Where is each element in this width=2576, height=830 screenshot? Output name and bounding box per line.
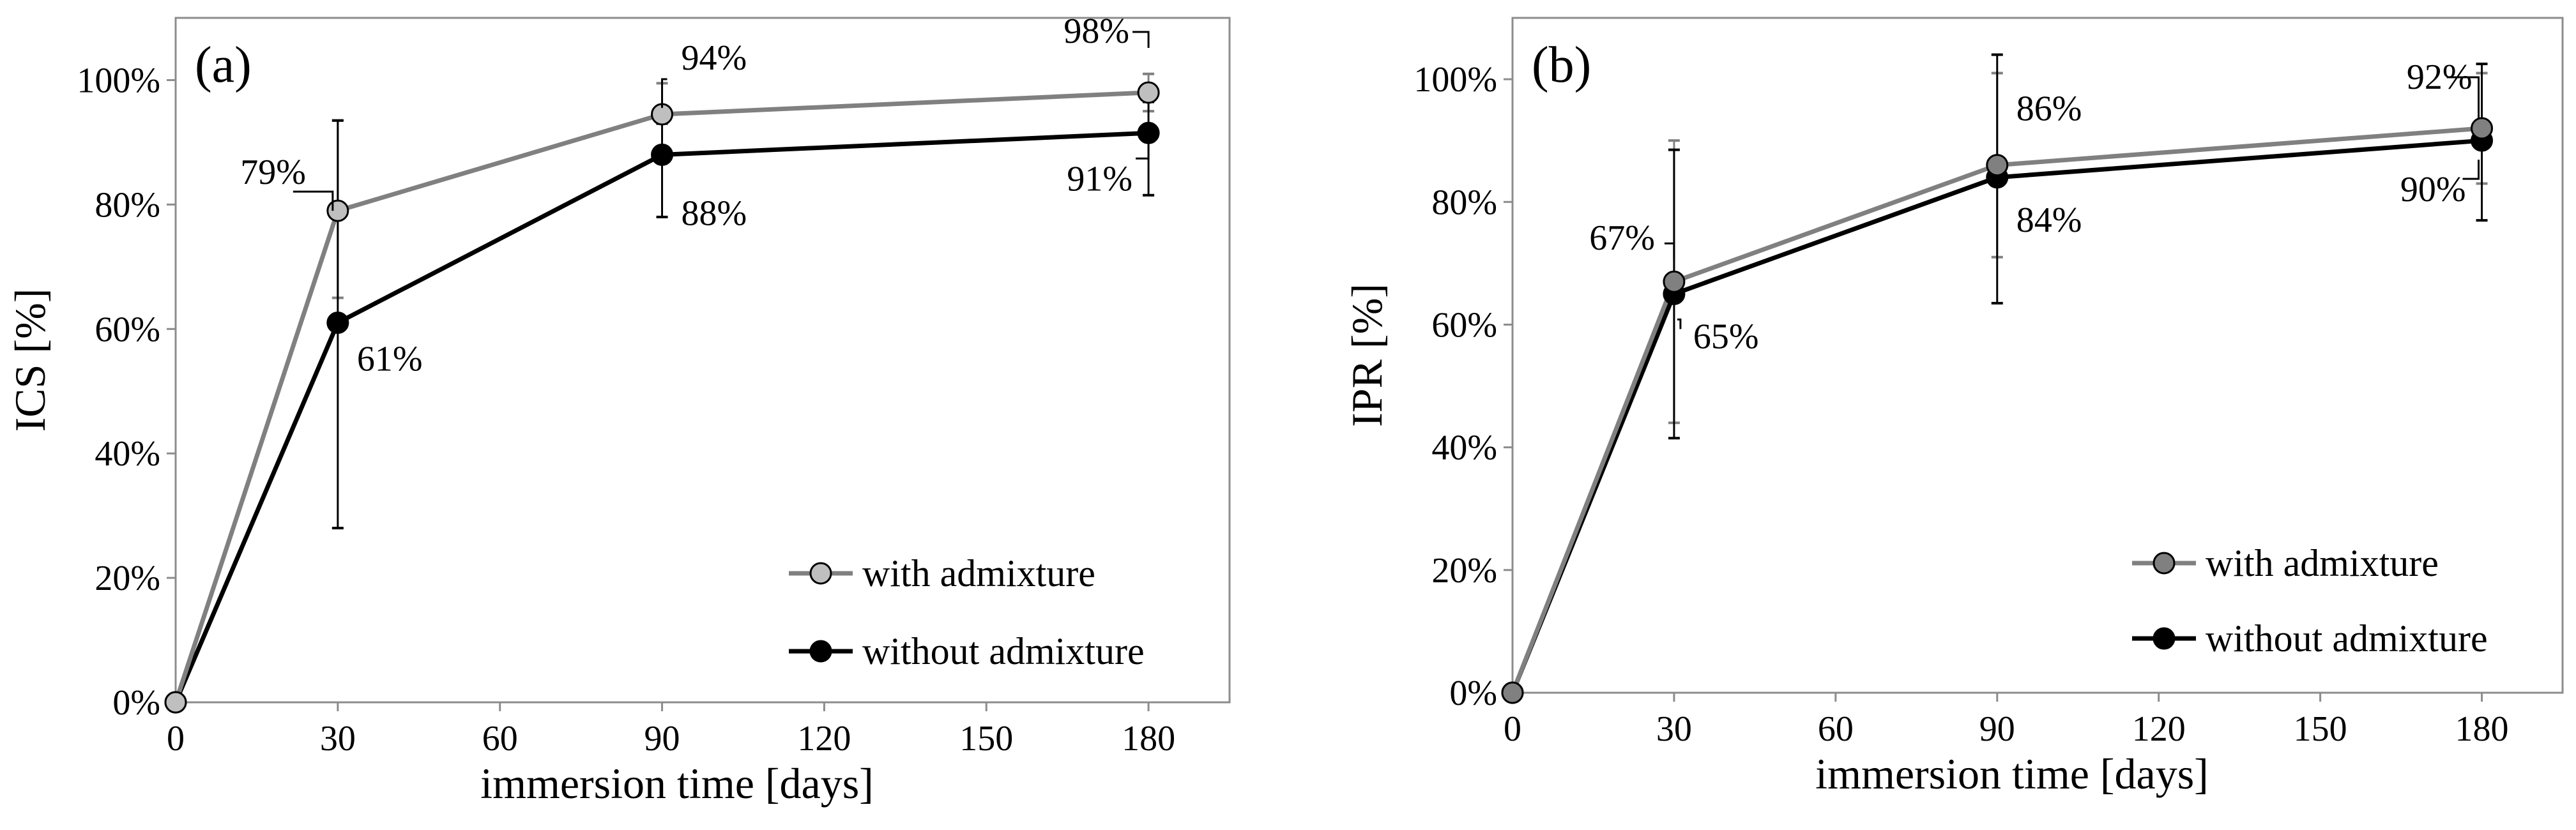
series-line	[1510, 126, 2482, 694]
legend-entry: with admixture	[862, 552, 1095, 594]
y-tick-label: 80%	[95, 185, 160, 225]
data-label-leader	[2446, 76, 2480, 119]
y-tick-label: 80%	[1431, 183, 1497, 222]
x-tick-label: 90	[644, 719, 680, 758]
data-label: 94%	[682, 38, 747, 78]
data-point	[651, 143, 674, 166]
data-label: 61%	[357, 340, 423, 379]
x-axis-title: immersion time [days]	[480, 759, 874, 808]
data-point	[164, 691, 187, 714]
x-tick-label: 180	[1122, 719, 1175, 758]
x-tick-label: 30	[1656, 709, 1692, 749]
x-tick-label: 150	[959, 719, 1013, 758]
series-line	[173, 90, 1149, 704]
series-line	[1510, 138, 2482, 694]
x-tick-label: 150	[2294, 709, 2347, 749]
data-label: 84%	[2016, 200, 2082, 240]
plot-area	[1511, 17, 2564, 694]
x-tick-label: 0	[1504, 709, 1521, 749]
x-tick-label: 120	[797, 719, 851, 758]
data-label: 65%	[1693, 317, 1759, 356]
legend-entry: without admixture	[862, 630, 1145, 672]
y-tick-label: 40%	[1431, 428, 1497, 468]
panel-label: (a)	[195, 37, 252, 93]
data-point	[1663, 270, 1686, 293]
x-tick-label: 0	[167, 719, 185, 758]
data-label-leader	[1664, 242, 1675, 260]
data-point	[326, 312, 349, 335]
legend-entry: with admixture	[2206, 542, 2439, 584]
data-point	[1501, 681, 1524, 704]
y-tick-label: 100%	[1414, 60, 1497, 100]
x-tick-label: 30	[320, 719, 356, 758]
y-tick-label: 60%	[95, 310, 160, 349]
panel-label: (b)	[1532, 37, 1591, 93]
y-tick-label: 100%	[77, 61, 160, 100]
data-label-leader	[661, 78, 667, 109]
data-label: 90%	[2400, 170, 2466, 209]
y-tick-label: 20%	[1431, 551, 1497, 591]
y-tick-label: 0%	[1449, 674, 1497, 713]
data-label: 67%	[1589, 218, 1655, 258]
x-tick-label: 60	[482, 719, 518, 758]
data-point	[1137, 121, 1160, 144]
x-tick-label: 90	[1979, 709, 2015, 749]
data-label: 88%	[682, 193, 747, 233]
data-label-leader	[1677, 318, 1682, 329]
x-tick-label: 120	[2132, 709, 2186, 749]
y-tick-label: 40%	[95, 434, 160, 474]
data-point	[1137, 81, 1160, 104]
data-label-leader	[1136, 146, 1150, 160]
data-point	[2471, 117, 2494, 140]
legend-marker	[2153, 627, 2176, 650]
data-label: 92%	[2407, 57, 2473, 97]
x-axis-title: immersion time [days]	[1815, 750, 2209, 798]
legend-marker	[809, 640, 832, 663]
data-label: 98%	[1063, 11, 1129, 51]
y-tick-label: 60%	[1431, 305, 1497, 345]
plot-area	[174, 17, 1231, 704]
data-point	[326, 199, 349, 222]
data-point	[1986, 154, 2009, 177]
chart-panel-b: 0% 20% 40% 60% 80% 100% 0 30 60 90 120 150 180 immers…	[1343, 17, 2564, 798]
x-tick-label: 180	[2455, 709, 2509, 749]
y-tick-label: 20%	[95, 559, 160, 598]
y-tick-label: 0%	[112, 683, 160, 723]
chart-panel-a: 0% 20% 40% 60% 80% 100% 0 30 60 90 120 150 180 immers…	[6, 11, 1231, 808]
data-label: 91%	[1067, 159, 1132, 199]
data-label-leader	[1132, 31, 1150, 48]
data-label-leader	[2462, 160, 2480, 180]
y-axis-title: IPR [%]	[1343, 283, 1391, 427]
x-tick-label: 60	[1818, 709, 1854, 749]
data-label: 79%	[240, 153, 306, 192]
legend-marker	[2153, 552, 2176, 575]
data-label: 86%	[2016, 89, 2082, 129]
legend-marker	[809, 562, 832, 585]
legend-entry: without admixture	[2206, 617, 2488, 660]
data-label-leader	[293, 190, 334, 211]
y-axis-title: ICS [%]	[6, 289, 54, 432]
series-line	[173, 130, 1149, 704]
